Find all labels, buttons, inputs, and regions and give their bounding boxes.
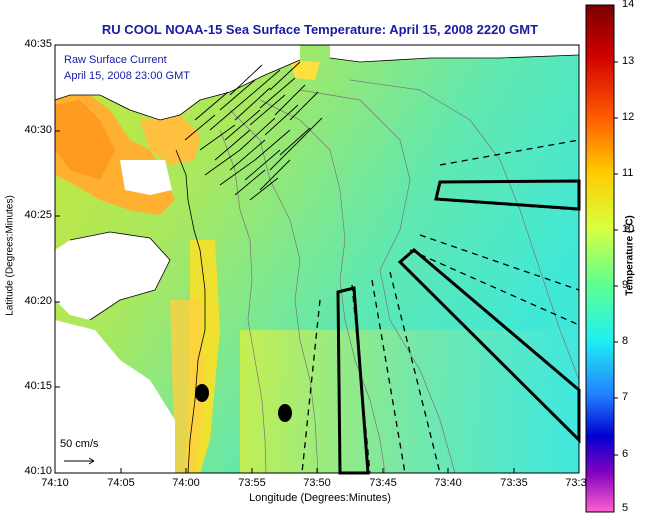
x-axis-label: Longitude (Degrees:Minutes): [249, 492, 391, 504]
x-tick-label: 73:50: [303, 477, 331, 489]
colorbar-tick-label: 8: [622, 335, 629, 347]
scale-label: 50 cm/s: [60, 438, 99, 450]
x-tick-label: 73:40: [434, 477, 462, 489]
axis-ticks: [54, 44, 515, 474]
colorbar-tick-label: 9: [622, 279, 629, 291]
y-tick-label: 40:25: [24, 209, 52, 221]
y-axis-label: Latitude (Degrees:Minutes): [4, 195, 16, 316]
colorbar-tick-label: 13: [622, 55, 635, 67]
colorbar-tick-label: 10: [622, 223, 635, 235]
colorbar: [585, 4, 615, 513]
x-tick-label: 73:35: [500, 477, 528, 489]
x-tick-label: 74:00: [172, 477, 200, 489]
legend-current-time: April 15, 2008 23:00 GMT: [64, 70, 190, 82]
colorbar-tick-label: 7: [622, 391, 629, 403]
colorbar-tick-label: 6: [622, 448, 629, 460]
colorbar-tick-label: 5: [622, 502, 629, 514]
y-tick-label: 40:10: [24, 465, 52, 477]
bathymetry-contours: [219, 79, 580, 474]
y-tick-label: 40:20: [24, 295, 52, 307]
legend-current-label: Raw Surface Current: [64, 54, 167, 66]
y-tick-label: 40:30: [24, 124, 52, 136]
sst-field: [55, 45, 579, 473]
colorbar-tick-label: 11: [622, 167, 634, 179]
x-tick-label: 74:10: [41, 477, 69, 489]
x-tick-label: 74:05: [107, 477, 135, 489]
map-title: RU COOL NOAA-15 Sea Surface Temperature:…: [101, 22, 539, 37]
coastline: [54, 54, 580, 474]
x-tick-label: 73:55: [238, 477, 266, 489]
station-marker-south: [278, 404, 292, 422]
station-marker-north: [195, 384, 209, 402]
x-tick-label: 73:3: [565, 477, 587, 489]
scale-arrow: [64, 457, 95, 465]
y-tick-label: 40:15: [24, 380, 52, 392]
y-tick-label: 40:35: [24, 38, 52, 50]
colorbar-tick-label: 14: [622, 0, 635, 10]
colorbar-ticks: [614, 61, 618, 456]
colorbar-label: Temperature (°C): [624, 215, 636, 296]
x-tick-label: 73:45: [369, 477, 397, 489]
colorbar-tick-label: 12: [622, 111, 635, 123]
surface-current-vectors: [184, 61, 323, 201]
